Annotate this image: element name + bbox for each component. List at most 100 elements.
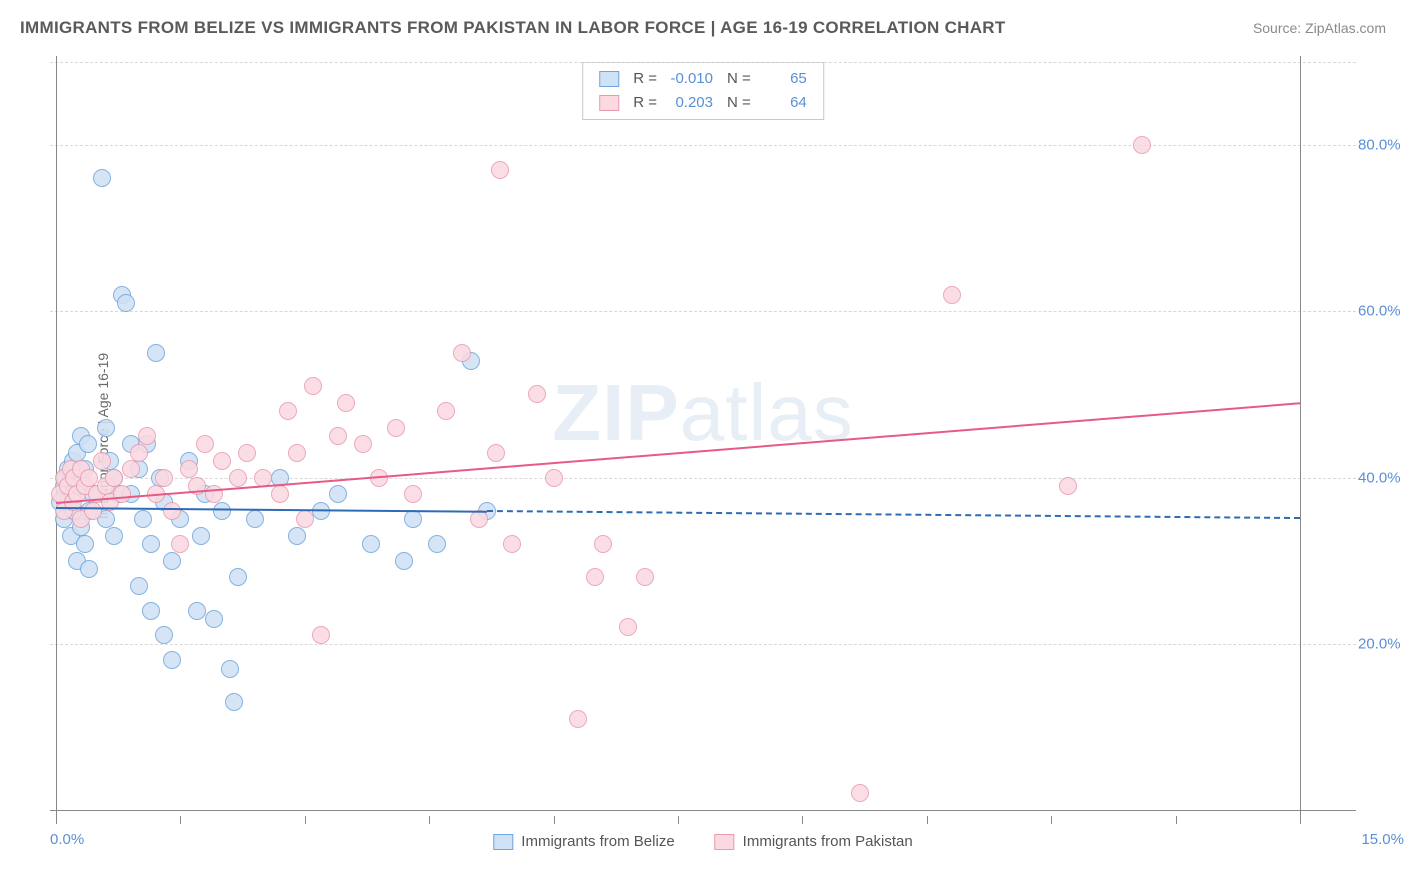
data-point [130, 577, 148, 595]
y-tick-label: 20.0% [1358, 635, 1406, 652]
data-point [1133, 136, 1151, 154]
x-label-max: 15.0% [1361, 831, 1404, 848]
data-point [503, 535, 521, 553]
data-point [354, 435, 372, 453]
data-point [395, 552, 413, 570]
data-point [279, 402, 297, 420]
data-point [113, 485, 131, 503]
data-point [329, 427, 347, 445]
data-point [545, 469, 563, 487]
data-point [221, 660, 239, 678]
legend-item: Immigrants from Pakistan [715, 833, 913, 850]
n-value: 65 [759, 67, 807, 91]
data-point [487, 444, 505, 462]
data-point [337, 394, 355, 412]
data-point [362, 535, 380, 553]
r-value: -0.010 [665, 67, 713, 91]
data-point [84, 502, 102, 520]
x-tick [429, 816, 430, 824]
data-point [76, 535, 94, 553]
data-point [594, 535, 612, 553]
data-point [329, 485, 347, 503]
x-tick [1176, 816, 1177, 824]
data-point [122, 460, 140, 478]
legend-label: Immigrants from Pakistan [743, 833, 913, 850]
data-point [288, 527, 306, 545]
x-label-min: 0.0% [50, 831, 84, 848]
data-point [155, 469, 173, 487]
legend-swatch-icon [599, 95, 619, 111]
data-point [171, 535, 189, 553]
stats-legend: R =-0.010N =65R =0.203N =64 [582, 62, 824, 120]
n-label: N = [727, 67, 751, 91]
trend-line [487, 510, 1300, 519]
data-point [437, 402, 455, 420]
r-label: R = [633, 91, 657, 115]
source-label: Source: ZipAtlas.com [1253, 20, 1386, 36]
data-point [192, 527, 210, 545]
data-point [404, 485, 422, 503]
data-point [213, 502, 231, 520]
data-point [312, 626, 330, 644]
x-tick [927, 816, 928, 824]
y-tick-label: 60.0% [1358, 303, 1406, 320]
series-legend: Immigrants from Belize Immigrants from Pa… [493, 833, 912, 850]
y-axis-line [56, 56, 57, 816]
x-tick [802, 816, 803, 824]
x-tick [1300, 816, 1301, 824]
data-point [155, 626, 173, 644]
data-point [246, 510, 264, 528]
data-point [130, 444, 148, 462]
n-label: N = [727, 91, 751, 115]
data-point [1059, 477, 1077, 495]
data-point [142, 602, 160, 620]
x-axis-line [50, 810, 1356, 811]
watermark: ZIPatlas [552, 367, 853, 459]
r-label: R = [633, 67, 657, 91]
data-point [163, 651, 181, 669]
x-tick [180, 816, 181, 824]
data-point [453, 344, 471, 362]
data-point [105, 469, 123, 487]
data-point [528, 385, 546, 403]
data-point [387, 419, 405, 437]
r-value: 0.203 [665, 91, 713, 115]
data-point [138, 427, 156, 445]
data-point [943, 286, 961, 304]
data-point [225, 693, 243, 711]
stats-legend-row: R =0.203N =64 [599, 91, 807, 115]
data-point [180, 460, 198, 478]
data-point [80, 469, 98, 487]
stats-legend-row: R = -0.010 N = 65 [599, 67, 807, 91]
grid-line [50, 644, 1356, 645]
data-point [163, 552, 181, 570]
x-tick [554, 816, 555, 824]
data-point [296, 510, 314, 528]
legend-swatch-icon [493, 834, 513, 850]
data-point [491, 161, 509, 179]
data-point [428, 535, 446, 553]
correlation-chart: ZIPatlas In Labor Force | Age 16-19 R =-… [50, 56, 1356, 816]
data-point [79, 435, 97, 453]
legend-swatch-icon [715, 834, 735, 850]
data-point [404, 510, 422, 528]
data-point [93, 452, 111, 470]
data-point [213, 452, 231, 470]
data-point [288, 444, 306, 462]
y-axis-line-right [1300, 56, 1301, 816]
data-point [636, 568, 654, 586]
grid-line [50, 62, 1356, 63]
grid-line [50, 145, 1356, 146]
data-point [271, 485, 289, 503]
x-tick [305, 816, 306, 824]
grid-line [50, 311, 1356, 312]
data-point [229, 469, 247, 487]
y-tick-label: 40.0% [1358, 469, 1406, 486]
data-point [619, 618, 637, 636]
x-tick [678, 816, 679, 824]
trend-line [56, 507, 487, 513]
data-point [80, 560, 98, 578]
legend-item: Immigrants from Belize [493, 833, 674, 850]
data-point [238, 444, 256, 462]
data-point [188, 602, 206, 620]
